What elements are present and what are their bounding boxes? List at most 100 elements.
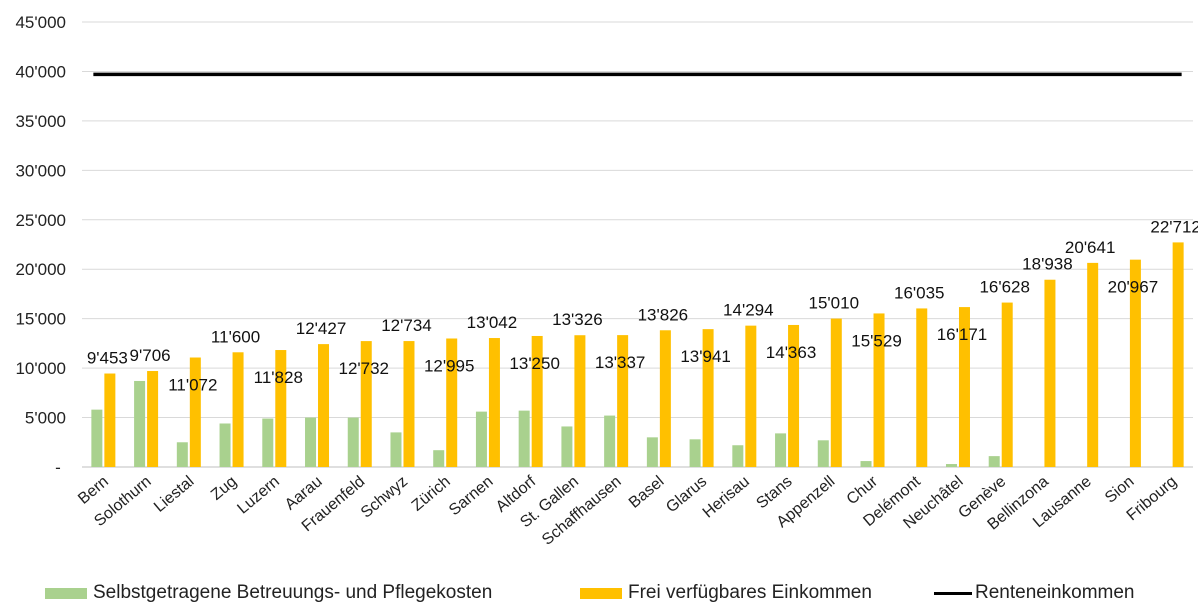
bar-care-costs [775, 433, 787, 467]
bar-care-costs [860, 461, 872, 467]
data-label: 16'171 [937, 325, 988, 344]
y-tick-label: - [55, 458, 61, 477]
y-tick-label: 25'000 [15, 211, 66, 230]
y-tick-label: 40'000 [15, 62, 66, 81]
y-tick-label: 5'000 [25, 409, 66, 428]
legend-label-pension-income: Renteneinkommen [975, 582, 1135, 603]
bar-disposable-income [1172, 242, 1184, 467]
bar-care-costs [945, 464, 957, 467]
bar-care-costs [433, 450, 445, 467]
x-tick-label: Herisau [700, 473, 753, 521]
bar-disposable-income [531, 335, 543, 467]
legend-label-disposable-income: Frei verfügbares Einkommen [628, 582, 872, 603]
bar-disposable-income [275, 350, 287, 467]
x-tick-label: Basel [626, 473, 668, 512]
legend-item-pension-income: Renteneinkommen [934, 582, 1134, 604]
data-label: 11'828 [254, 368, 303, 387]
data-label: 13'250 [509, 354, 560, 373]
x-tick-label: Luzern [234, 473, 282, 517]
bar-care-costs [134, 380, 146, 467]
y-tick-label: 20'000 [15, 260, 66, 279]
y-tick-label: 45'000 [15, 13, 66, 32]
bar-care-costs [390, 432, 402, 467]
x-tick-label: Liestal [151, 473, 197, 516]
bar-disposable-income [232, 352, 244, 467]
bar-disposable-income [1129, 259, 1141, 467]
data-label: 20'641 [1065, 238, 1116, 257]
bar-disposable-income [360, 341, 372, 467]
bar-disposable-income [488, 338, 500, 467]
bars [91, 242, 1184, 467]
data-label: 16'035 [894, 283, 945, 302]
legend-swatch-disposable-income [580, 587, 622, 599]
x-tick-label: Sarnen [446, 473, 496, 519]
bar-care-costs [732, 445, 744, 467]
bar-disposable-income [147, 371, 159, 467]
data-label: 9'453 [87, 349, 128, 368]
bar-disposable-income [446, 338, 458, 467]
bar-care-costs [988, 456, 1000, 467]
y-tick-label: 30'000 [15, 161, 66, 180]
data-label: 14'363 [766, 343, 817, 362]
data-label: 22'712 [1150, 217, 1198, 236]
bar-disposable-income [403, 341, 415, 467]
bar-disposable-income [189, 357, 201, 467]
bar-care-costs [518, 410, 530, 467]
data-label: 13'326 [552, 310, 603, 329]
data-label: 20'967 [1108, 278, 1159, 297]
bar-disposable-income [574, 335, 586, 467]
bar-care-costs [604, 415, 616, 467]
y-tick-label: 35'000 [15, 112, 66, 131]
bar-care-costs [347, 417, 359, 467]
data-label: 13'941 [680, 347, 731, 366]
bar-care-costs [219, 423, 231, 467]
legend-item-disposable-income: Frei verfügbares Einkommen [580, 582, 872, 604]
bar-disposable-income [788, 324, 800, 467]
bar-care-costs [817, 440, 829, 467]
y-axis: - 5'000 10'000 15'000 20'000 25'000 30'000 35'0… [15, 13, 66, 477]
x-tick-label: Sion [1102, 473, 1137, 507]
bar-care-costs [176, 442, 188, 467]
bar-disposable-income [1001, 302, 1013, 467]
data-label: 13'337 [595, 353, 646, 372]
data-label: 9'706 [130, 346, 171, 365]
bar-disposable-income [873, 313, 885, 467]
data-label: 12'995 [424, 356, 475, 375]
bar-disposable-income [659, 330, 671, 467]
bar-care-costs [561, 426, 573, 467]
x-tick-label: Zug [208, 473, 240, 504]
data-label: 16'628 [979, 278, 1030, 297]
legend-swatch-pension-income [934, 591, 972, 595]
bar-disposable-income [916, 308, 928, 467]
bar-care-costs [305, 417, 317, 467]
data-label: 14'294 [723, 301, 774, 320]
bar-disposable-income [104, 373, 116, 467]
data-label: 12'734 [381, 316, 432, 335]
bar-care-costs [646, 437, 658, 467]
data-label: 18'938 [1022, 255, 1073, 274]
data-label: 13'042 [467, 313, 518, 332]
bar-disposable-income [1044, 279, 1056, 467]
bar-disposable-income [830, 318, 842, 467]
bar-care-costs [262, 418, 274, 467]
data-label: 12'732 [338, 359, 389, 378]
bar-care-costs [689, 439, 701, 467]
data-label: 15'529 [851, 331, 902, 350]
legend: Selbstgetragene Betreuungs- und Pflegeko… [0, 582, 1198, 607]
data-labels: 9'453 9'706 11'072 11'600 11'828 12'427 12'732… [87, 217, 1198, 394]
data-label: 11'072 [168, 376, 217, 395]
data-label: 15'010 [809, 294, 860, 313]
y-tick-label: 10'000 [15, 359, 66, 378]
bar-disposable-income [745, 325, 757, 467]
bar-disposable-income [702, 329, 714, 467]
legend-item-care-costs: Selbstgetragene Betreuungs- und Pflegeko… [45, 582, 492, 604]
legend-swatch-care-costs [45, 587, 87, 599]
bar-disposable-income [1087, 262, 1099, 467]
bar-care-costs [91, 409, 103, 467]
legend-label-care-costs: Selbstgetragene Betreuungs- und Pflegeko… [93, 582, 493, 603]
x-tick-label: Schwyz [358, 473, 411, 521]
bar-care-costs [475, 411, 487, 467]
bar-disposable-income [318, 344, 330, 467]
chart: - 5'000 10'000 15'000 20'000 25'000 30'000 35'0… [15, 13, 1198, 549]
